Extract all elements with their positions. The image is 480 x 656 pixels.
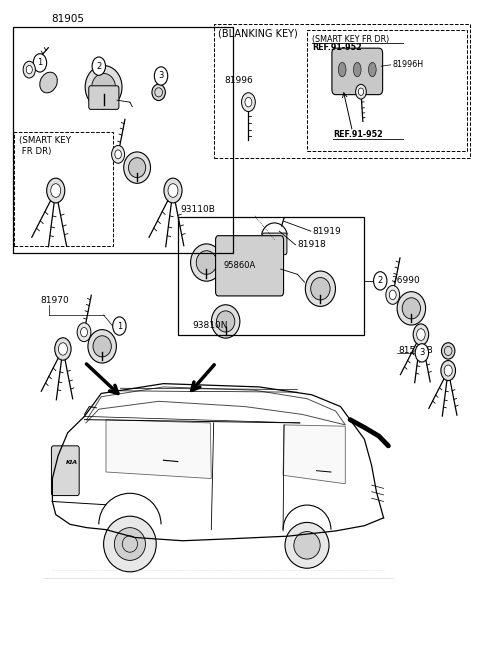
Ellipse shape [114,527,145,560]
Ellipse shape [152,84,165,100]
Circle shape [356,85,366,99]
FancyBboxPatch shape [216,236,284,296]
Circle shape [373,272,387,290]
Text: 81521B: 81521B [398,346,432,355]
Text: REF.91-952: REF.91-952 [312,43,361,52]
Ellipse shape [285,522,329,568]
Text: 81919: 81919 [313,226,341,236]
Ellipse shape [93,336,111,357]
Ellipse shape [88,329,116,363]
Text: 93810N: 93810N [192,321,228,330]
Circle shape [415,344,429,362]
Text: 93110B: 93110B [180,205,215,214]
Ellipse shape [40,72,57,93]
Ellipse shape [305,271,336,306]
Ellipse shape [311,277,330,300]
Circle shape [23,61,36,78]
Circle shape [386,285,400,304]
Text: 2: 2 [96,62,101,71]
Text: 81996: 81996 [225,76,253,85]
Polygon shape [106,420,211,479]
Ellipse shape [191,244,222,281]
Ellipse shape [104,516,156,572]
Circle shape [417,329,425,340]
Text: 81905: 81905 [51,14,84,24]
Circle shape [111,146,125,163]
Text: (BLANKING KEY): (BLANKING KEY) [218,29,298,39]
Text: 3: 3 [419,348,424,358]
Circle shape [441,361,456,380]
Text: 76990: 76990 [391,276,420,285]
Circle shape [51,184,60,197]
Circle shape [245,98,252,107]
Text: (SMART KEY FR DR): (SMART KEY FR DR) [312,35,389,44]
Circle shape [77,323,91,342]
Text: 2: 2 [378,276,383,285]
Circle shape [168,184,178,197]
Polygon shape [283,425,345,483]
Circle shape [358,88,364,95]
FancyBboxPatch shape [89,86,119,110]
Circle shape [26,66,32,74]
Ellipse shape [196,251,217,274]
FancyBboxPatch shape [332,48,383,94]
Ellipse shape [92,73,116,101]
FancyBboxPatch shape [262,233,287,255]
Circle shape [115,150,121,159]
Ellipse shape [85,66,122,109]
Text: 81996H: 81996H [392,60,423,70]
Circle shape [113,317,126,335]
Circle shape [413,324,429,345]
Ellipse shape [124,152,151,183]
Circle shape [155,67,168,85]
Circle shape [241,92,255,112]
Circle shape [164,178,182,203]
Circle shape [81,327,87,337]
Ellipse shape [216,311,235,332]
FancyBboxPatch shape [51,446,79,495]
Circle shape [59,343,67,355]
Ellipse shape [211,305,240,338]
Text: (SMART KEY
 FR DR): (SMART KEY FR DR) [19,136,71,156]
Ellipse shape [129,157,146,178]
Circle shape [92,57,106,75]
Text: REF.91-952: REF.91-952 [333,131,383,139]
Ellipse shape [397,292,426,325]
Ellipse shape [402,298,420,319]
Text: 3: 3 [158,72,164,81]
Text: KIA: KIA [65,460,78,464]
Text: 1: 1 [117,321,122,331]
Circle shape [47,178,65,203]
Circle shape [444,365,452,376]
Text: 81970: 81970 [40,296,69,305]
Ellipse shape [369,62,376,77]
Circle shape [389,290,396,300]
Ellipse shape [353,62,361,77]
Text: 95860A: 95860A [224,260,256,270]
Text: 81918: 81918 [298,240,326,249]
Ellipse shape [294,531,320,559]
Text: 1: 1 [37,58,43,68]
Circle shape [55,338,71,360]
Circle shape [33,54,47,72]
Ellipse shape [338,62,346,77]
Ellipse shape [442,342,455,359]
